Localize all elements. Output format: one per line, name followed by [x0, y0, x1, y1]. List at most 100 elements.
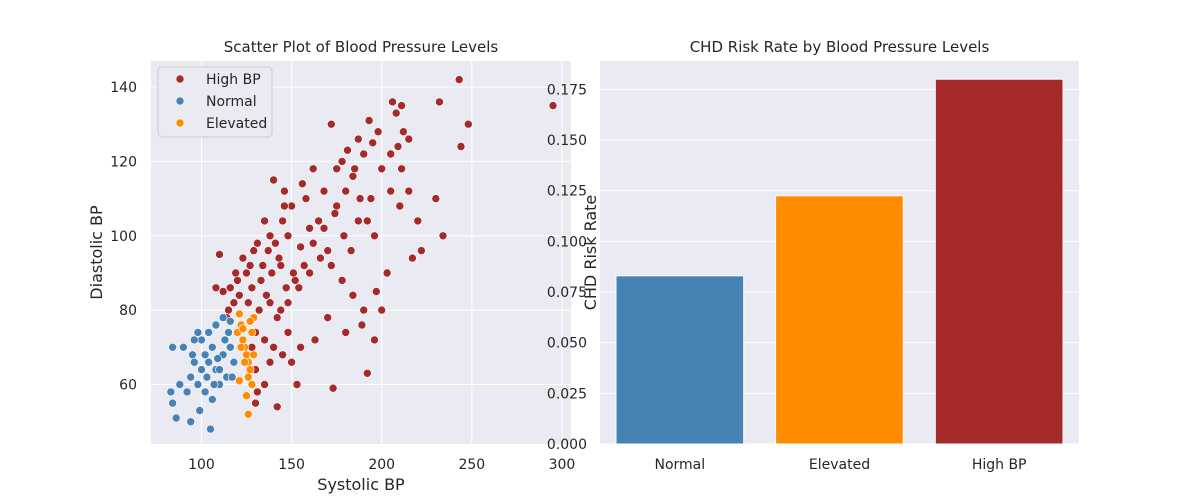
- scatter-point: [431, 194, 441, 203]
- bar: [775, 195, 904, 445]
- scatter-point: [224, 328, 233, 337]
- scatter-point: [382, 268, 392, 278]
- scatter-point: [377, 164, 387, 174]
- bar-x-tick-label: High BP: [972, 457, 1027, 473]
- scatter-point: [348, 290, 358, 300]
- scatter-point: [330, 209, 340, 218]
- scatter-point: [182, 387, 192, 397]
- scatter-point: [294, 283, 304, 293]
- scatter-point: [548, 101, 558, 110]
- scatter-x-axis-title: Systolic BP: [317, 475, 405, 494]
- bar-y-tick-label: 0.050: [547, 336, 587, 352]
- scatter-point: [229, 357, 239, 367]
- scatter-point: [397, 101, 406, 110]
- scatter-point: [227, 372, 237, 382]
- scatter-point: [245, 365, 255, 374]
- bar-y-tick-label: 0.175: [547, 82, 587, 98]
- bar-x-tick-label: Elevated: [809, 457, 870, 473]
- bar: [615, 275, 745, 445]
- scatter-point: [242, 350, 251, 360]
- scatter-point: [290, 276, 300, 285]
- scatter-y-tick-label: 60: [119, 378, 137, 394]
- scatter-point: [287, 201, 296, 211]
- legend-marker: [175, 118, 185, 128]
- scatter-point: [233, 276, 242, 285]
- scatter-point: [417, 246, 426, 255]
- scatter-point: [168, 398, 177, 408]
- scatter-point: [314, 216, 323, 226]
- scatter-point: [341, 328, 351, 337]
- scatter-point: [242, 268, 251, 278]
- scatter-point: [254, 305, 264, 315]
- scatter-point: [373, 127, 383, 136]
- scatter-point: [208, 342, 217, 352]
- scatter-point: [287, 357, 296, 367]
- scatter-point: [272, 402, 282, 412]
- scatter-point: [226, 283, 235, 293]
- scatter-point: [260, 380, 269, 389]
- bar-y-tick-label: 0.075: [547, 285, 587, 301]
- scatter-point: [218, 287, 228, 296]
- legend-marker: [175, 74, 185, 84]
- scatter-chart-title: Scatter Plot of Blood Pressure Levels: [224, 38, 499, 56]
- scatter-point: [226, 342, 235, 352]
- scatter-point: [204, 328, 213, 337]
- scatter-point: [236, 342, 246, 352]
- scatter-point: [247, 380, 257, 389]
- scatter-point: [395, 201, 405, 211]
- scatter-point: [364, 116, 374, 125]
- scatter-point: [386, 186, 396, 196]
- scatter-point: [323, 313, 333, 322]
- scatter-point: [204, 357, 213, 367]
- scatter-point: [386, 149, 396, 159]
- scatter-panel: 100 150 200 250 300 60 80 100 120 140 Scatter Plot…: [87, 38, 575, 494]
- scatter-point: [283, 298, 293, 308]
- scatter-point: [359, 149, 369, 159]
- scatter-point: [218, 313, 228, 322]
- scatter-point: [377, 305, 387, 315]
- scatter-point: [355, 194, 365, 203]
- scatter-point: [292, 380, 302, 389]
- scatter-point: [195, 406, 204, 415]
- scatter-point: [190, 357, 199, 367]
- scatter-point: [305, 268, 314, 278]
- scatter-point: [269, 175, 278, 185]
- scatter-point: [238, 324, 248, 334]
- scatter-point: [278, 216, 287, 226]
- scatter-point: [200, 350, 210, 360]
- scatter-point: [202, 372, 212, 382]
- scatter-point: [332, 201, 342, 211]
- scatter-point: [316, 253, 325, 263]
- scatter-point: [371, 287, 381, 296]
- scatter-point: [274, 253, 284, 263]
- scatter-point: [200, 387, 210, 397]
- scatter-point: [350, 164, 360, 174]
- scatter-point: [388, 97, 397, 107]
- bar-y-tick-label: 0.100: [547, 234, 587, 250]
- scatter-y-axis-title: Diastolic BP: [87, 205, 106, 300]
- scatter-point: [359, 305, 369, 315]
- scatter-y-tick-label: 100: [110, 229, 137, 245]
- scatter-point: [245, 316, 255, 326]
- scatter-point: [276, 261, 286, 270]
- legend-label: Normal: [206, 94, 257, 110]
- scatter-point: [247, 283, 257, 293]
- scatter-point: [289, 268, 298, 278]
- scatter-point: [265, 357, 275, 367]
- legend-frame: [157, 66, 273, 138]
- bar-y-tick-label: 0.150: [547, 133, 587, 149]
- scatter-point: [211, 320, 221, 330]
- scatter-point: [353, 134, 363, 144]
- scatter-point: [319, 186, 329, 196]
- scatter-point: [323, 246, 333, 255]
- scatter-point: [229, 298, 239, 308]
- scatter-point: [168, 342, 177, 352]
- scatter-point: [211, 283, 221, 293]
- scatter-point: [301, 194, 311, 203]
- bar-x-tick-label: Normal: [655, 457, 706, 473]
- scatter-point: [370, 335, 379, 345]
- scatter-point: [278, 350, 287, 360]
- scatter-point: [413, 216, 423, 226]
- scatter-point: [193, 328, 203, 337]
- scatter-point: [267, 268, 277, 278]
